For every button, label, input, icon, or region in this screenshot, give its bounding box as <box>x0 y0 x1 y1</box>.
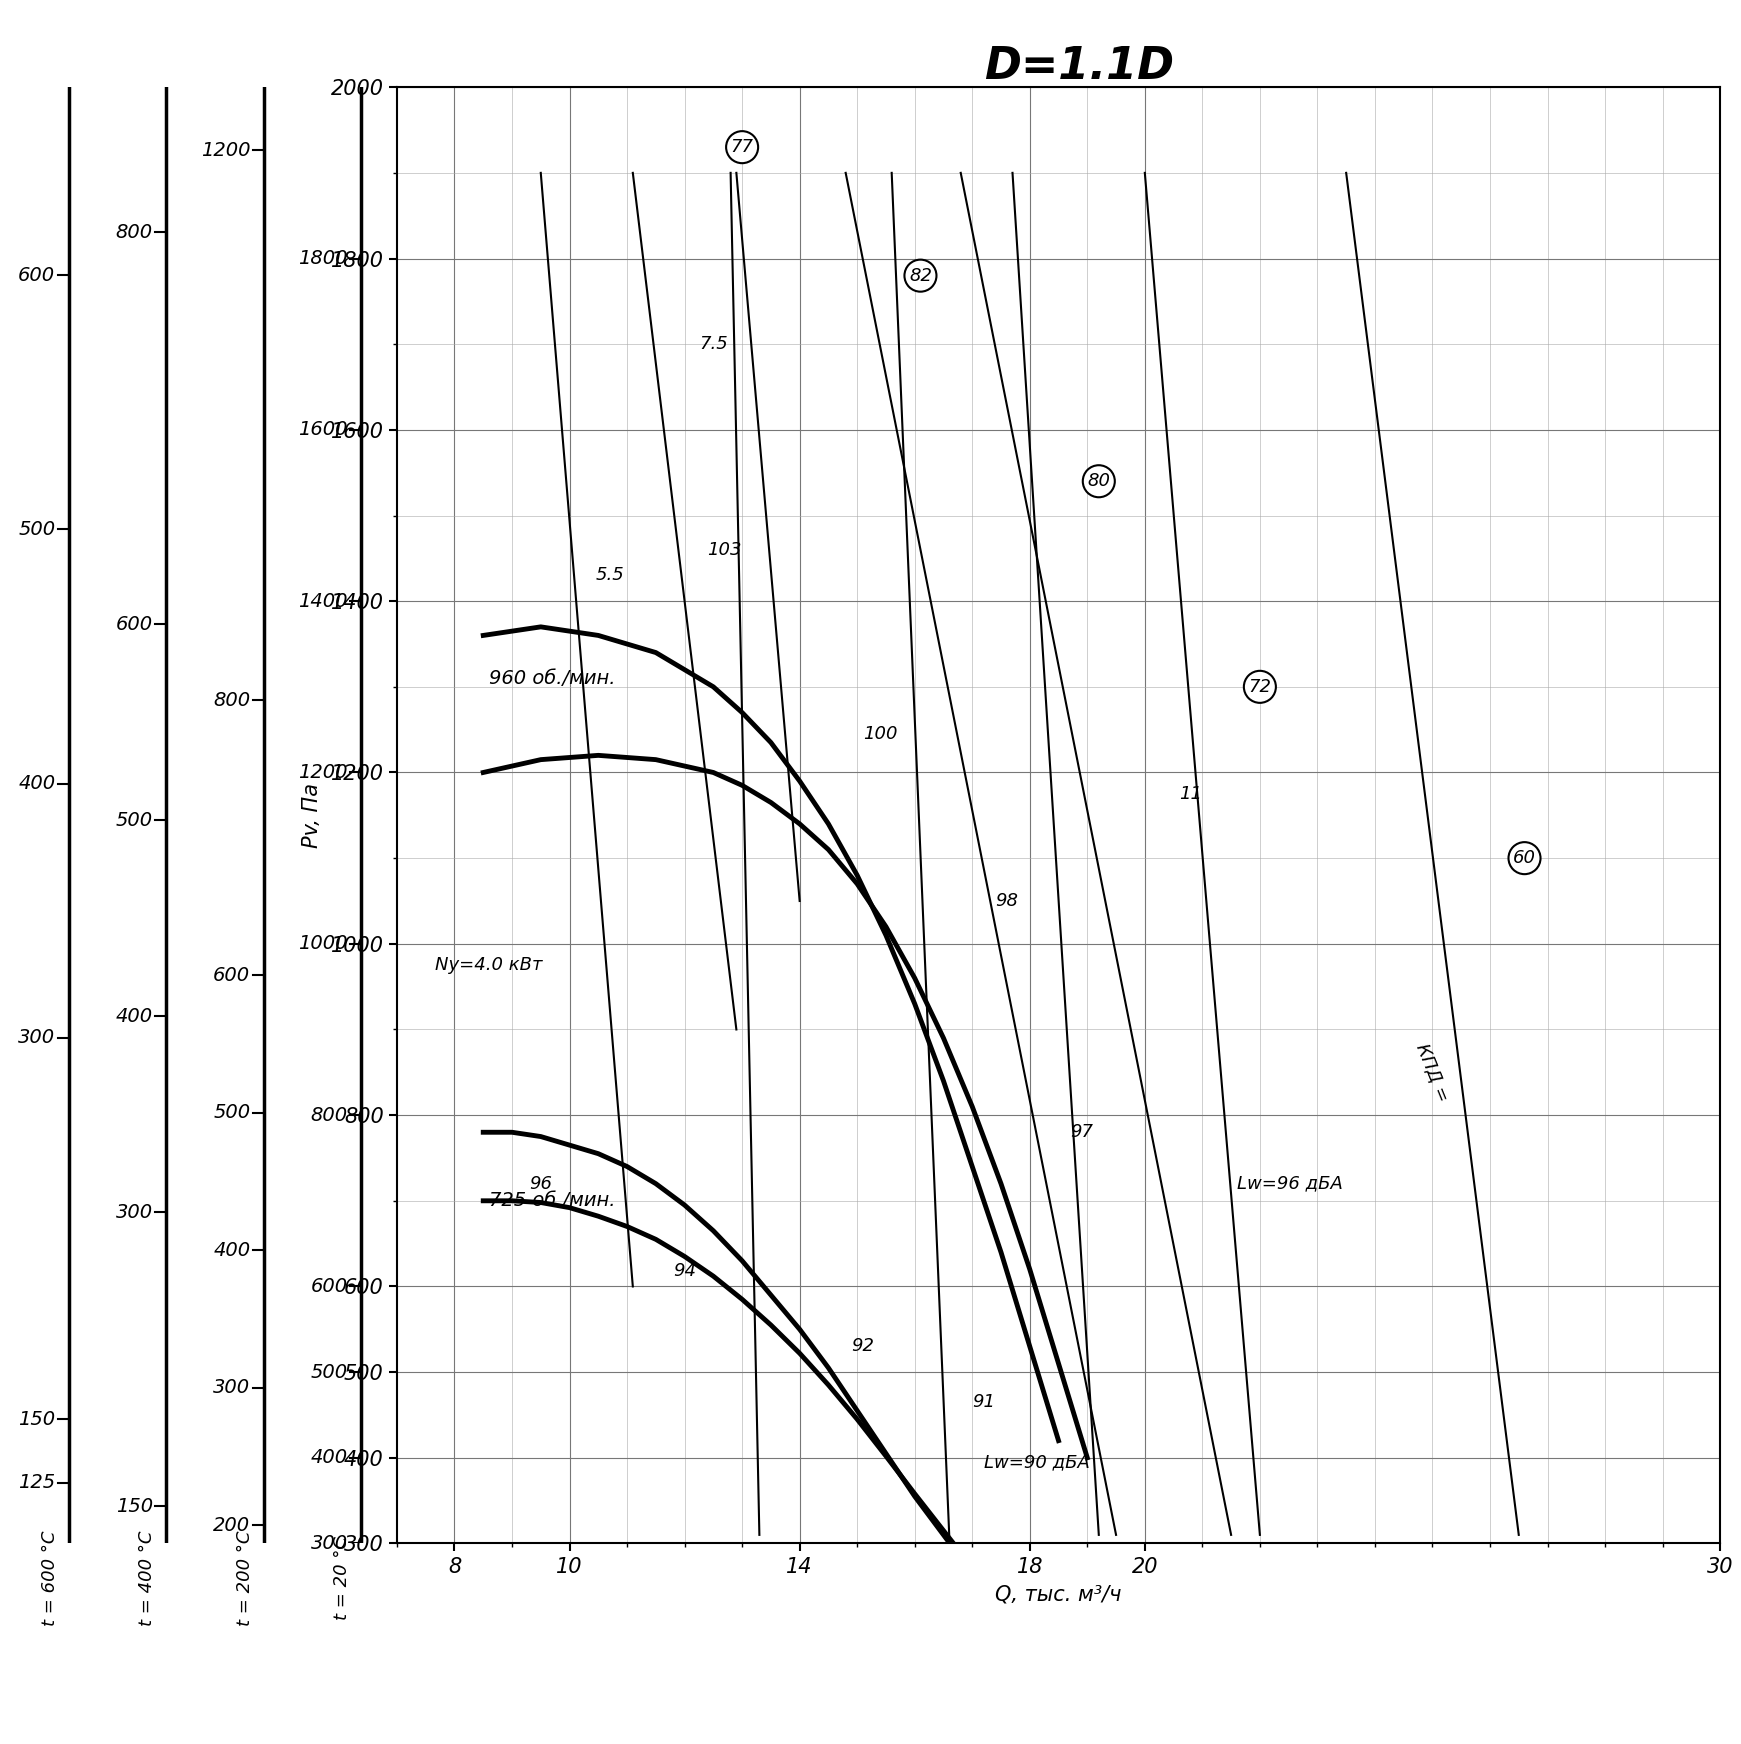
Text: 500: 500 <box>115 811 153 830</box>
Text: 1400: 1400 <box>298 591 348 610</box>
Text: 500: 500 <box>17 520 56 539</box>
Text: 150: 150 <box>17 1409 56 1428</box>
Text: 600: 600 <box>212 966 251 985</box>
Text: Ny=4.0 кВт: Ny=4.0 кВт <box>435 956 543 975</box>
Text: Lw=90 дБА: Lw=90 дБА <box>984 1453 1090 1470</box>
Text: t = 400 °C: t = 400 °C <box>139 1531 157 1625</box>
Text: 300: 300 <box>212 1378 251 1397</box>
Text: 1200: 1200 <box>200 141 251 160</box>
Text: 72: 72 <box>1248 678 1271 696</box>
Text: Lw=96 дБА: Lw=96 дБА <box>1236 1175 1342 1193</box>
Text: 1200: 1200 <box>298 762 348 781</box>
Text: 300: 300 <box>310 1535 348 1552</box>
Text: 1800: 1800 <box>298 249 348 269</box>
Text: 400: 400 <box>17 774 56 794</box>
Text: 94: 94 <box>674 1263 696 1280</box>
Text: 91: 91 <box>971 1393 996 1411</box>
Text: 600: 600 <box>17 265 56 284</box>
Text: 97: 97 <box>1071 1123 1093 1141</box>
Text: 98: 98 <box>996 891 1018 910</box>
Y-axis label: Pv, Па: Pv, Па <box>303 783 322 848</box>
Text: t = 600 °C: t = 600 °C <box>42 1531 59 1625</box>
Text: 600: 600 <box>115 616 153 633</box>
Text: 800: 800 <box>310 1106 348 1125</box>
Text: 800: 800 <box>115 223 153 242</box>
Text: 960 об./мин.: 960 об./мин. <box>489 668 616 687</box>
Text: 1000: 1000 <box>298 935 348 954</box>
Text: t = 20 °C: t = 20 °C <box>334 1536 352 1620</box>
Text: 800: 800 <box>212 691 251 710</box>
Text: 400: 400 <box>310 1448 348 1467</box>
Text: КПД =: КПД = <box>1412 1041 1452 1104</box>
Text: 500: 500 <box>310 1362 348 1381</box>
Text: 7.5: 7.5 <box>698 335 728 354</box>
Text: 80: 80 <box>1088 473 1111 490</box>
Text: 1600: 1600 <box>298 420 348 439</box>
Text: 77: 77 <box>731 138 754 157</box>
Text: 125: 125 <box>17 1474 56 1493</box>
Text: D=1.1D: D=1.1D <box>984 45 1175 87</box>
Text: 100: 100 <box>864 726 897 743</box>
Text: 82: 82 <box>909 267 931 284</box>
X-axis label: Q, тыс. м³/ч: Q, тыс. м³/ч <box>996 1585 1121 1604</box>
Text: 92: 92 <box>851 1338 874 1355</box>
Text: 200: 200 <box>212 1516 251 1535</box>
Text: 11: 11 <box>1179 785 1203 802</box>
Text: 96: 96 <box>529 1175 552 1193</box>
Text: 60: 60 <box>1513 849 1536 867</box>
Text: 400: 400 <box>115 1006 153 1025</box>
Text: 5.5: 5.5 <box>595 567 625 584</box>
Text: t = 200 °C: t = 200 °C <box>237 1531 254 1625</box>
Text: 600: 600 <box>310 1277 348 1296</box>
Text: 300: 300 <box>115 1203 153 1223</box>
Text: 300: 300 <box>17 1029 56 1048</box>
Text: 500: 500 <box>212 1104 251 1123</box>
Text: 400: 400 <box>212 1242 251 1259</box>
Text: 725 об./мин.: 725 об./мин. <box>489 1191 616 1210</box>
Text: 150: 150 <box>115 1496 153 1516</box>
Text: 103: 103 <box>707 541 742 558</box>
